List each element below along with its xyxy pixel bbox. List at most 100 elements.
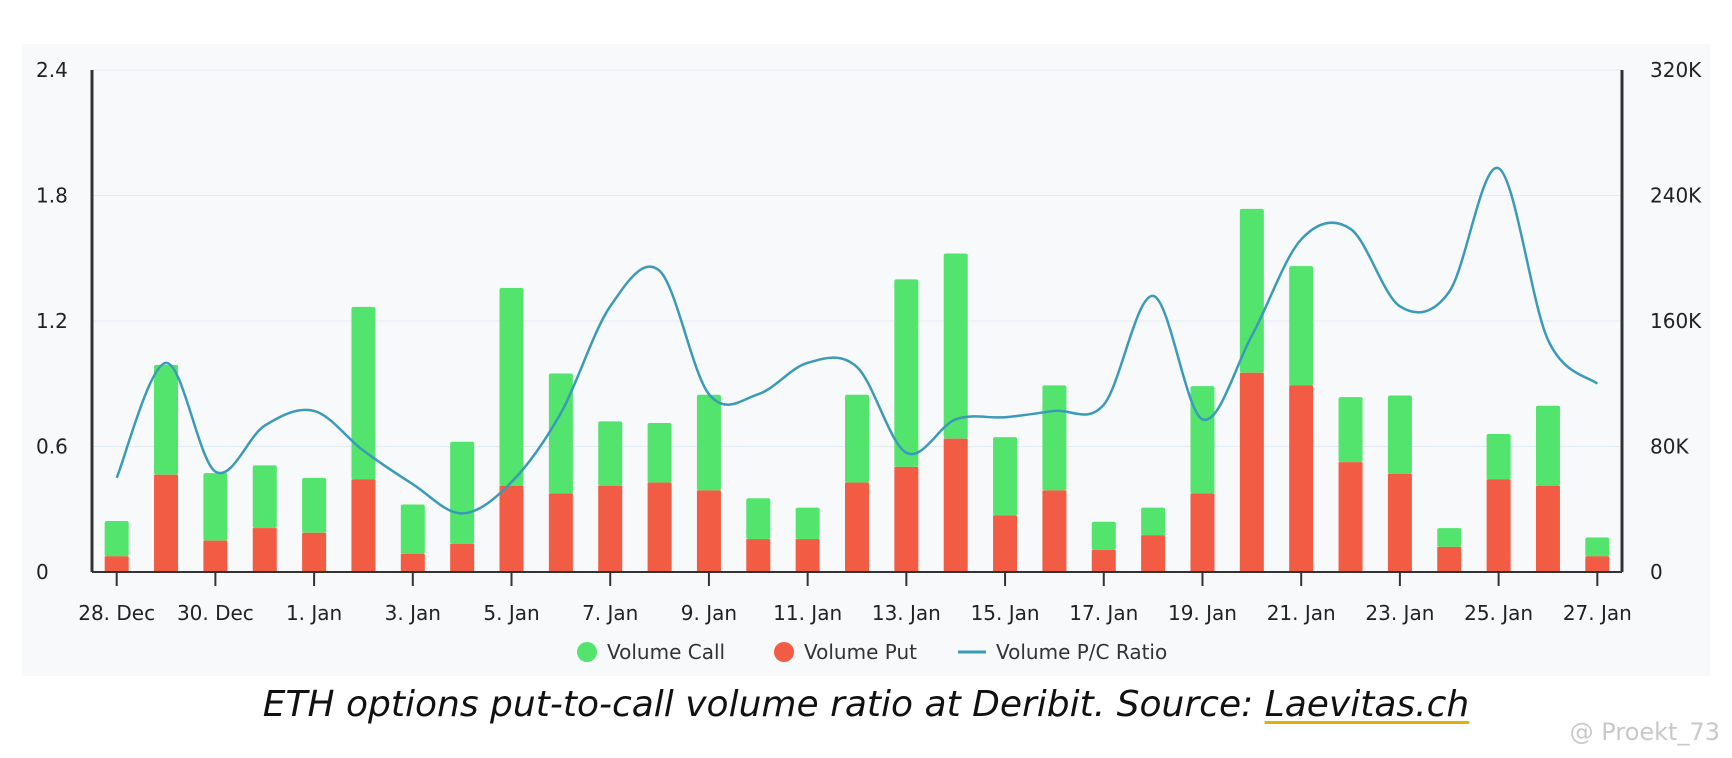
- x-tick-label: 28. Dec: [78, 601, 155, 625]
- x-tick-label: 9. Jan: [681, 601, 737, 625]
- y-right-tick-label: 160K: [1650, 309, 1702, 333]
- bar-volume-call: [548, 373, 573, 494]
- bar-volume-call: [795, 507, 820, 540]
- bar-volume-put: [1338, 462, 1363, 572]
- bar-volume-put: [1387, 473, 1412, 572]
- bar-volume-put: [351, 479, 376, 572]
- x-tick-label: 1. Jan: [286, 601, 342, 625]
- bar-volume-call: [1437, 528, 1462, 547]
- bar-volume-put: [795, 539, 820, 572]
- bar-volume-put: [203, 540, 228, 572]
- bar-volume-call: [894, 279, 919, 467]
- x-tick-label: 15. Jan: [971, 601, 1040, 625]
- bar-volume-put: [450, 543, 475, 572]
- bar-volume-call: [1239, 208, 1264, 373]
- bar-volume-put: [1535, 485, 1560, 572]
- x-tick-label: 7. Jan: [582, 601, 638, 625]
- bar-volume-call: [1585, 537, 1610, 557]
- bar-volume-put: [1239, 372, 1264, 572]
- bar-volume-put: [647, 482, 672, 572]
- bar-volume-put: [1486, 479, 1511, 572]
- bar-volume-call: [203, 473, 228, 541]
- bar-volume-put: [1042, 490, 1067, 572]
- y-left-tick-label: 1.8: [36, 184, 68, 208]
- bar-volume-call: [1190, 386, 1215, 494]
- bar-volume-call: [993, 437, 1018, 516]
- y-left-tick-label: 0: [36, 560, 49, 584]
- bar-volume-put: [400, 553, 425, 572]
- y-right-tick-label: 80K: [1650, 435, 1689, 459]
- bar-volume-call: [499, 288, 524, 486]
- bar-volume-put: [598, 485, 623, 572]
- bar-volume-call: [1289, 266, 1314, 386]
- bar-volume-call: [351, 306, 376, 480]
- bar-volume-put: [746, 539, 771, 572]
- x-tick-label: 23. Jan: [1365, 601, 1434, 625]
- legend-symbol-call: [577, 642, 597, 662]
- source-link[interactable]: Laevitas.ch: [1264, 684, 1470, 725]
- bars: [104, 208, 1610, 572]
- bar-volume-call: [1338, 397, 1363, 463]
- bar-volume-put: [993, 515, 1018, 572]
- bar-volume-call: [400, 504, 425, 554]
- x-tick-label: 17. Jan: [1069, 601, 1138, 625]
- bar-volume-call: [696, 394, 721, 491]
- bar-volume-put: [894, 466, 919, 572]
- bar-volume-put: [302, 532, 327, 572]
- bar-volume-call: [1486, 433, 1511, 480]
- legend-label-ratio: Volume P/C Ratio: [996, 640, 1167, 664]
- bar-volume-call: [598, 421, 623, 486]
- bar-volume-put: [696, 490, 721, 572]
- bar-volume-call: [252, 465, 277, 529]
- legend: Volume Call Volume Put Volume P/C Ratio: [577, 640, 1167, 664]
- x-tick-label: 19. Jan: [1168, 601, 1237, 625]
- bar-volume-put: [1141, 535, 1166, 572]
- bar-volume-put: [154, 474, 179, 572]
- grid-lines: [92, 69, 1622, 447]
- legend-label-call: Volume Call: [607, 640, 725, 664]
- bar-volume-put: [1289, 385, 1314, 572]
- y-left-tick-label: 2.4: [36, 58, 68, 82]
- bar-volume-call: [943, 253, 968, 439]
- watermark: @ Proekt_73: [1569, 718, 1720, 746]
- chart-panel: 0 0.6 1.2 1.8 2.4 0 80K 160K 240K 320K 28. Dec 30. …: [22, 44, 1710, 676]
- bar-volume-put: [548, 493, 573, 572]
- bar-volume-put: [252, 528, 277, 572]
- legend-symbol-put: [774, 642, 794, 662]
- bar-volume-put: [1190, 493, 1215, 572]
- bar-volume-call: [104, 521, 129, 557]
- x-tick-label: 25. Jan: [1464, 601, 1533, 625]
- bar-volume-put: [845, 482, 869, 572]
- bar-volume-put: [1437, 546, 1462, 572]
- bar-volume-call: [1387, 395, 1412, 474]
- x-tick-label: 21. Jan: [1267, 601, 1336, 625]
- axes: [90, 70, 1624, 586]
- x-tick-label: 5. Jan: [483, 601, 539, 625]
- legend-label-put: Volume Put: [804, 640, 917, 664]
- x-tick-label: 30. Dec: [177, 601, 254, 625]
- tick-labels: 0 0.6 1.2 1.8 2.4 0 80K 160K 240K 320K 28. Dec 30. …: [36, 58, 1702, 625]
- bar-volume-call: [302, 477, 327, 533]
- bar-volume-call: [1535, 405, 1560, 486]
- y-left-tick-label: 0.6: [36, 435, 68, 459]
- x-tick-label: 13. Jan: [872, 601, 941, 625]
- bar-volume-put: [1585, 556, 1610, 572]
- x-tick-label: 3. Jan: [385, 601, 441, 625]
- x-tick-label: 11. Jan: [773, 601, 842, 625]
- ratio-line-layer: [115, 167, 1599, 515]
- bar-volume-put: [499, 485, 524, 572]
- x-tick-label: 27. Jan: [1563, 601, 1632, 625]
- bar-volume-call: [1141, 507, 1166, 536]
- bar-volume-call: [845, 394, 869, 483]
- bar-volume-call: [1042, 385, 1067, 491]
- bar-volume-put: [1091, 550, 1116, 572]
- bar-volume-call: [647, 422, 672, 483]
- y-right-tick-label: 240K: [1650, 184, 1702, 208]
- bar-volume-call: [746, 498, 771, 540]
- bar-volume-call: [154, 364, 179, 475]
- bar-volume-call: [450, 441, 475, 544]
- line-volume-pc-ratio: [115, 167, 1599, 515]
- chart-caption: ETH options put-to-call volume ratio at …: [0, 684, 1732, 725]
- bar-volume-call: [1091, 521, 1116, 551]
- y-right-tick-label: 320K: [1650, 58, 1702, 82]
